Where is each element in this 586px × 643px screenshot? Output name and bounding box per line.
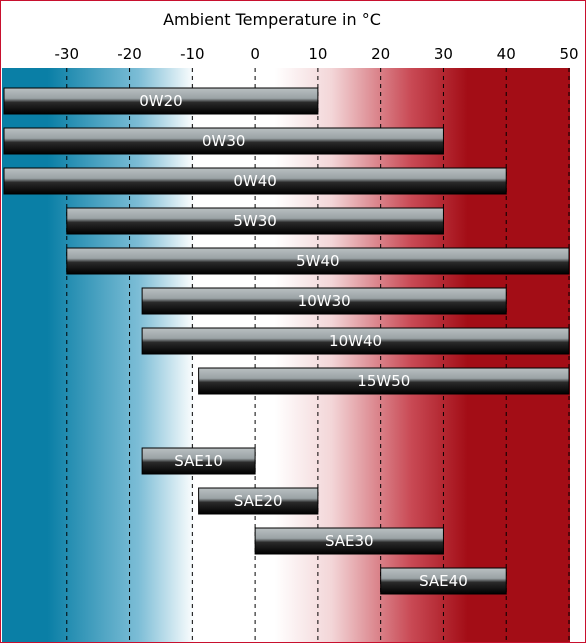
range-bar [380,567,507,595]
bar-label: 15W50 [357,372,410,390]
x-tick-label: 0 [250,45,260,63]
bar-label: 5W30 [233,212,276,230]
bars: 0W20 0W30 0W40 5W30 5W40 10W30 10W40 15W50 SAE10… [3,87,570,595]
range-bar [141,447,256,475]
range-bar [254,527,444,555]
x-tick-label: 30 [434,45,453,63]
bar-label: SAE40 [419,572,468,590]
range-bar [3,167,507,195]
x-tick-label: -10 [180,45,205,63]
range-bar [3,127,444,155]
bar-label: SAE20 [234,492,283,510]
bar-label: 10W30 [298,292,351,310]
bar-label: 10W40 [329,332,382,350]
bar-label: SAE10 [174,452,223,470]
x-tick-label: -20 [117,45,142,63]
range-bar [198,367,570,395]
x-tick-label: -30 [55,45,80,63]
x-tick-label: 50 [559,45,578,63]
bar-label: 0W20 [139,92,182,110]
range-bar [3,87,319,115]
x-tick-label: 20 [371,45,390,63]
chart-title: Ambient Temperature in °C [163,10,381,29]
range-bar [141,287,507,315]
range-bar [141,327,570,355]
bar-label: 0W40 [233,172,276,190]
bar-label: SAE30 [325,532,374,550]
range-bar [66,207,444,235]
range-bar [66,247,570,275]
x-axis-ticks: -30 -20 -10 0 10 20 30 40 50 [55,45,579,63]
bar-label: 5W40 [296,252,339,270]
x-tick-label: 10 [308,45,327,63]
bar-label: 0W30 [202,132,245,150]
x-tick-label: 40 [497,45,516,63]
range-bar [198,487,319,515]
